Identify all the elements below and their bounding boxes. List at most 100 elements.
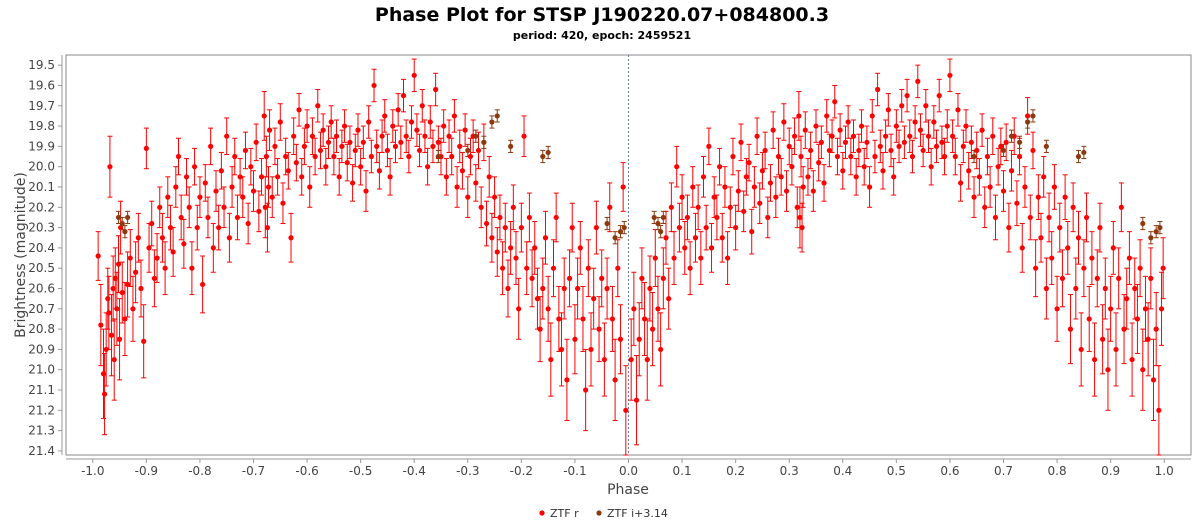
ztf-r-data-point (778, 174, 784, 180)
ztf-r-data-point (398, 139, 404, 145)
ztf-r-data-point (119, 289, 125, 296)
ztf-r-data-point (165, 194, 171, 200)
ztf-i-data-point (435, 153, 441, 160)
ztf-r-data-point (433, 86, 439, 93)
x-tick-label: 0.0 (619, 464, 638, 478)
ztf-r-data-point (992, 214, 999, 221)
ztf-r-data-point (341, 123, 348, 129)
ztf-r-data-point (762, 147, 768, 154)
ztf-r-data-point (816, 160, 822, 166)
ztf-r-data-point (741, 208, 747, 214)
ztf-r-data-point (242, 147, 249, 154)
ztf-r-data-point (545, 306, 551, 312)
ztf-r-data-point (1014, 200, 1020, 206)
ztf-r-data-point (95, 253, 101, 259)
ztf-r-data-point (1089, 255, 1095, 261)
ztf-r-data-point (226, 235, 232, 241)
ztf-r-data-point (950, 133, 956, 139)
ztf-r-data-point (540, 285, 546, 292)
y-tick-label: 20.6 (28, 282, 55, 296)
ztf-i-data-point (1025, 119, 1031, 125)
y-tick-label: 21.4 (28, 444, 55, 458)
ztf-r-data-point (486, 174, 492, 180)
x-tick-label: 0.6 (940, 464, 959, 478)
ztf-r-data-point (660, 275, 666, 281)
ztf-r-data-point (848, 153, 854, 160)
ztf-r-data-point (194, 224, 200, 231)
ztf-r-data-point (269, 194, 275, 200)
ztf-r-data-point (915, 78, 921, 84)
ztf-r-data-point (575, 285, 581, 292)
ztf-r-data-point (1132, 285, 1138, 292)
ztf-r-data-point (960, 143, 966, 149)
ztf-r-data-point (277, 119, 283, 125)
ztf-r-data-point (483, 220, 490, 227)
ztf-i-data-point (465, 147, 471, 154)
ztf-r-data-point (264, 224, 271, 231)
x-tick-label: 0.5 (887, 464, 906, 478)
ztf-r-data-point (639, 275, 645, 281)
ztf-r-data-point (1126, 255, 1132, 261)
ztf-r-data-point (976, 174, 982, 180)
ztf-r-data-point (382, 113, 388, 119)
ztf-r-data-point (684, 214, 691, 221)
ztf-r-data-point (936, 93, 942, 99)
ztf-r-data-point (700, 174, 707, 180)
ztf-r-data-point (912, 119, 918, 125)
ztf-r-data-point (352, 147, 358, 154)
ztf-r-data-point (722, 184, 728, 190)
ztf-r-data-point (800, 184, 806, 190)
x-tick-label: 0.2 (726, 464, 745, 478)
ztf-r-data-point (237, 174, 243, 180)
ztf-r-data-point (931, 119, 937, 125)
ztf-r-data-point (1081, 265, 1087, 271)
x-tick-label: 0.3 (780, 464, 799, 478)
ztf-r-data-point (1102, 285, 1108, 292)
ztf-r-data-point (617, 336, 624, 342)
ztf-r-data-point (966, 168, 972, 174)
ztf-r-data-point (805, 174, 811, 180)
ztf-r-data-point (542, 235, 549, 241)
ztf-r-data-point (864, 139, 870, 145)
ztf-r-data-point (647, 285, 653, 292)
ztf-r-data-point (416, 147, 423, 154)
ztf-r-data-point (1022, 184, 1028, 190)
ztf-r-data-point (534, 296, 541, 302)
ztf-r-data-point (636, 336, 642, 342)
ztf-r-data-point (591, 296, 597, 302)
data-points-layer (95, 72, 1166, 413)
ztf-r-data-point (387, 174, 393, 180)
ztf-r-data-point (307, 184, 313, 190)
ztf-r-data-point (824, 113, 830, 119)
ztf-r-data-point (1134, 316, 1141, 322)
ztf-r-data-point (304, 123, 310, 129)
ztf-r-data-point (845, 119, 851, 125)
y-tick-label: 19.9 (28, 139, 55, 153)
ztf-r-data-point (379, 133, 385, 139)
ztf-r-data-point (861, 164, 867, 170)
ztf-r-data-point (561, 285, 567, 292)
ztf-r-data-point (283, 153, 289, 160)
ztf-r-data-point (414, 127, 420, 133)
ztf-i-data-point (1016, 139, 1023, 145)
ztf-r-data-point (1025, 113, 1031, 119)
ztf-r-data-point (516, 306, 522, 312)
ztf-r-data-point (293, 160, 299, 166)
ztf-r-data-point (350, 180, 356, 186)
ztf-r-data-point (596, 326, 602, 332)
ztf-i-data-point (651, 214, 657, 221)
ztf-r-data-point (877, 143, 883, 149)
ztf-i-data-point (621, 224, 627, 231)
ztf-r-data-point (143, 145, 149, 152)
ztf-r-data-point (880, 168, 886, 174)
ztf-r-data-point (467, 153, 474, 160)
ztf-r-data-point (1054, 306, 1060, 312)
ztf-r-data-point (730, 153, 736, 160)
x-tick-label: -0.1 (563, 464, 586, 478)
ztf-r-data-point (462, 127, 468, 133)
ztf-r-data-point (275, 174, 281, 180)
ztf-r-data-point (208, 143, 214, 149)
ztf-r-data-point (1062, 194, 1068, 200)
ztf-i-data-point (1140, 220, 1146, 227)
ztf-r-data-point (181, 241, 187, 247)
